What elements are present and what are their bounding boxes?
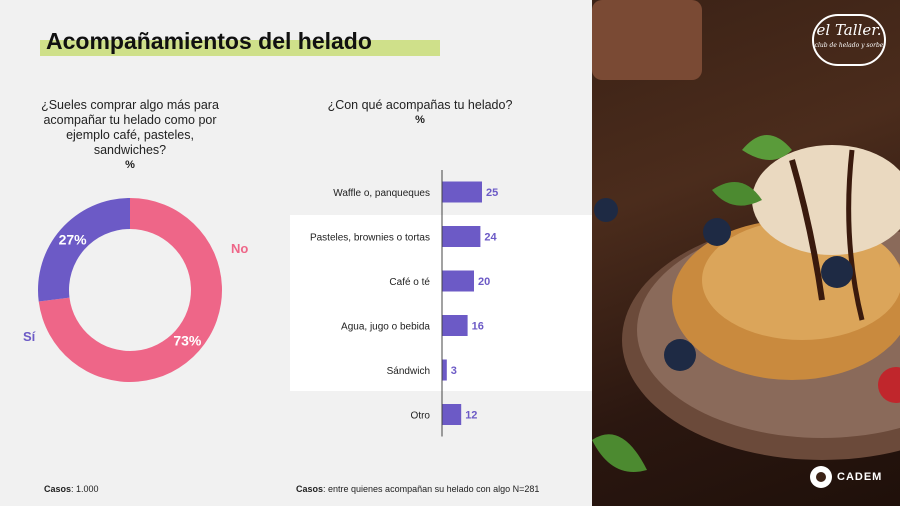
cadem-logo-icon bbox=[810, 466, 832, 488]
bar bbox=[442, 270, 474, 292]
cadem-logo-text: CADEM bbox=[837, 471, 883, 483]
donut-question-text: ¿Sueles comprar algo más para acompañar … bbox=[41, 98, 219, 157]
el-taller-logo-sub: club de helado y sorbe bbox=[814, 42, 884, 49]
bar-value-label: 20 bbox=[478, 276, 490, 288]
bar-value-label: 16 bbox=[472, 321, 484, 333]
highlight-band bbox=[290, 215, 592, 391]
bar bbox=[442, 226, 481, 247]
bar-category-label: Café o té bbox=[389, 277, 430, 288]
bar-chart: Waffle o, panqueques 25 Pasteles, brownies… bbox=[310, 170, 498, 437]
bar-category-label: Otro bbox=[411, 411, 431, 422]
donut-value-label-0: 73% bbox=[173, 333, 202, 349]
bars-unit: % bbox=[415, 114, 425, 126]
el-taller-logo-main: el Taller. bbox=[816, 21, 882, 39]
bar-category-label: Sándwich bbox=[387, 366, 430, 377]
bar-category-label: Pasteles, brownies o tortas bbox=[310, 233, 430, 244]
bars-question: ¿Con qué acompañas tu helado? % bbox=[320, 98, 520, 128]
bar-value-label: 12 bbox=[465, 410, 477, 422]
donut-unit: % bbox=[125, 159, 135, 171]
bar-value-label: 24 bbox=[484, 232, 497, 244]
bar-category-label: Agua, jugo o bebida bbox=[341, 322, 430, 333]
bars-cases-value: : entre quienes acompañan su helado con … bbox=[323, 484, 540, 494]
bar-category-label: Waffle o, panqueques bbox=[333, 188, 430, 199]
donut-question: ¿Sueles comprar algo más para acompañar … bbox=[30, 98, 230, 173]
bar-value-label: 3 bbox=[451, 365, 457, 377]
bar-value-label: 25 bbox=[486, 187, 498, 199]
donut-value-label-1: 27% bbox=[59, 231, 88, 247]
waffle-photo bbox=[592, 0, 900, 506]
bar bbox=[442, 404, 462, 425]
donut-cases-note: Casos: 1.000 bbox=[44, 484, 99, 494]
bars-cases-note: Casos: entre quienes acompañan su helado… bbox=[296, 484, 539, 494]
bar bbox=[442, 315, 468, 336]
donut-chart: 73% 27% bbox=[37, 198, 223, 382]
waffle-illustration bbox=[592, 0, 900, 472]
bars-cases-label: Casos bbox=[296, 484, 324, 494]
page-title: Acompañamientos del helado bbox=[46, 28, 372, 54]
bar bbox=[442, 181, 482, 203]
donut-legend-no: No bbox=[231, 241, 249, 256]
bar bbox=[442, 359, 447, 381]
title-highlight bbox=[40, 40, 440, 56]
bars-question-text: ¿Con qué acompañas tu helado? bbox=[327, 98, 513, 112]
cadem-logo: CADEM bbox=[810, 466, 882, 488]
donut-cases-label: Casos bbox=[44, 484, 72, 494]
donut-cases-value: : 1.000 bbox=[71, 484, 99, 494]
el-taller-logo: el Taller. club de helado y sorbe bbox=[812, 14, 886, 66]
donut-slice-1 bbox=[37, 198, 130, 302]
donut-legend-si: Sí bbox=[23, 329, 36, 344]
donut-slice-0 bbox=[38, 198, 223, 382]
